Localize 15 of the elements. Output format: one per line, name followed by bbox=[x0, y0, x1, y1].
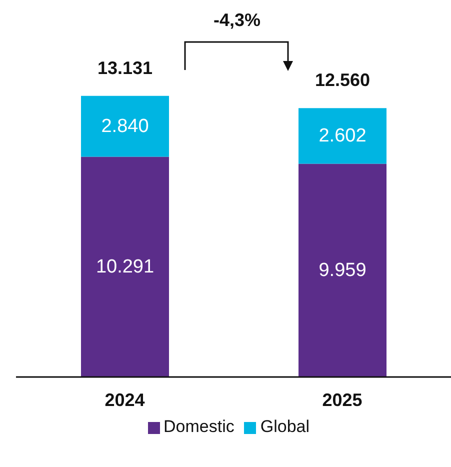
data-label: 10.291 bbox=[96, 256, 154, 278]
bar bbox=[298, 108, 386, 164]
bar bbox=[298, 164, 386, 377]
data-label: 2.602 bbox=[318, 125, 366, 146]
legend-label: Global bbox=[260, 417, 310, 436]
text: -4,3% bbox=[212, 10, 262, 31]
bar bbox=[81, 96, 169, 157]
total-label: 12.560 bbox=[314, 70, 370, 90]
total-label: 13.131 bbox=[97, 58, 153, 78]
legend-label: Domestic bbox=[164, 417, 234, 436]
data-label: 2.840 bbox=[101, 116, 149, 137]
x-tick-label: 2024 bbox=[104, 390, 145, 410]
x-tick-label: 2025 bbox=[322, 390, 362, 410]
bar bbox=[81, 156, 169, 377]
data-label: 9.959 bbox=[318, 260, 366, 281]
